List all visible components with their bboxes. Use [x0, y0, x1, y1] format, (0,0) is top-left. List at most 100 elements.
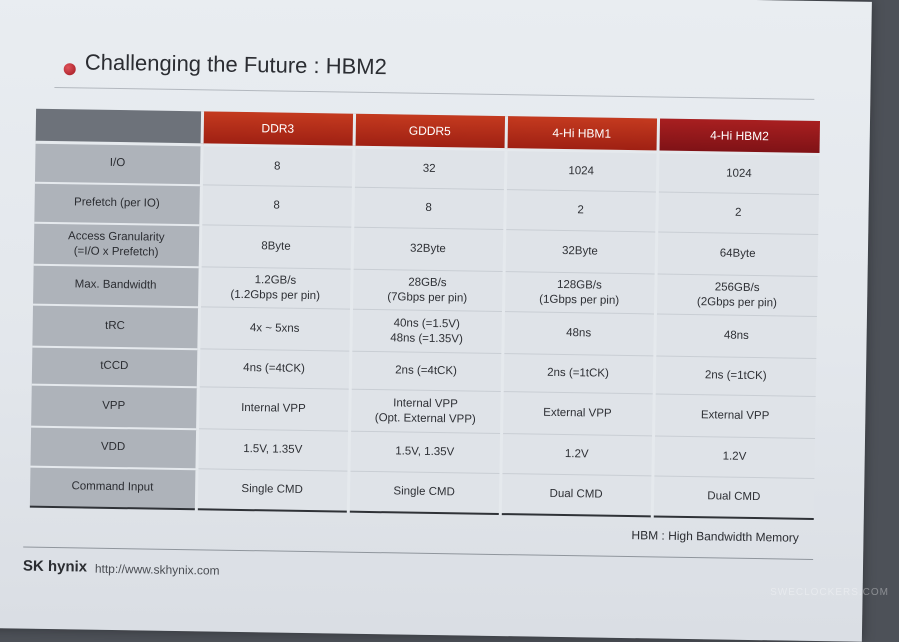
row-label-line: tCCD	[36, 358, 193, 375]
cell-line: External VPP	[659, 408, 812, 425]
cell-line: 2ns (=1tCK)	[507, 365, 648, 382]
row-label-line: VDD	[35, 439, 192, 456]
column-header: GDDR5	[354, 114, 507, 150]
row-label: Access Granularity(=I/O x Prefetch)	[34, 222, 201, 267]
table-cell: 8	[201, 145, 354, 187]
cell-line: 2ns (=4tCK)	[355, 363, 496, 380]
cell-line: 8	[207, 158, 348, 175]
watermark: SWECLOCKERS.COM	[770, 587, 889, 598]
table-cell: Dual CMD	[500, 474, 653, 516]
cell-line: 1.2V	[658, 449, 811, 466]
row-label: Max. Bandwidth	[33, 264, 200, 307]
row-label-line: Prefetch (per IO)	[39, 195, 196, 212]
cell-line: 4x ~ 5xns	[204, 320, 345, 337]
column-header: DDR3	[202, 111, 355, 147]
table-cell: External VPP	[501, 392, 654, 436]
table-cell: Internal VPP(Opt. External VPP)	[349, 389, 502, 433]
cell-line: 48ns	[508, 325, 649, 342]
title-bullet-icon	[64, 63, 76, 75]
slide-title: Challenging the Future : HBM2	[85, 49, 387, 80]
cell-line: 8	[358, 200, 499, 217]
table-cell: 48ns	[502, 312, 655, 356]
row-label: Prefetch (per IO)	[34, 182, 201, 225]
cell-line: 1.2V	[506, 446, 647, 463]
table-cell: 1024	[657, 152, 820, 195]
cell-line: Internal VPP	[203, 400, 344, 417]
table-cell: 32Byte	[504, 230, 657, 274]
table-cell: External VPP	[653, 394, 816, 439]
table-cell: 8Byte	[200, 225, 353, 269]
table-cell: 1.2V	[500, 434, 653, 476]
cell-line: 1.5V, 1.35V	[354, 444, 495, 461]
row-label: I/O	[35, 142, 202, 185]
row-label-line: Command Input	[34, 479, 191, 496]
table-cell: 64Byte	[656, 232, 819, 277]
row-label: tRC	[32, 304, 199, 349]
header-corner-cell	[36, 109, 203, 145]
cell-line: 1024	[511, 163, 652, 180]
cell-line: 32	[359, 160, 500, 177]
table-cell: 128GB/s(1Gbps per pin)	[503, 272, 656, 314]
cell-line: (7Gbps per pin)	[357, 289, 498, 306]
table-cell: 256GB/s(2Gbps per pin)	[655, 274, 818, 317]
footer-url: http://www.skhynix.com	[95, 562, 220, 578]
table-cell: Dual CMD	[652, 476, 815, 519]
row-label: tCCD	[32, 346, 199, 387]
table-cell: 32Byte	[352, 227, 505, 271]
table-cell: 48ns	[654, 314, 817, 359]
footer-divider	[23, 547, 813, 560]
cell-line: Dual CMD	[506, 486, 647, 503]
cell-line: (Opt. External VPP)	[355, 410, 496, 427]
table-cell: 4ns (=4tCK)	[198, 349, 351, 389]
cell-line: 64Byte	[661, 246, 814, 263]
cell-line: 4ns (=4tCK)	[203, 360, 344, 377]
table-cell: 8	[352, 187, 505, 229]
column-header: 4-Hi HBM2	[658, 118, 821, 154]
cell-line: 2ns (=1tCK)	[659, 368, 812, 385]
row-label-line: (=I/O x Prefetch)	[38, 243, 195, 260]
footnote: HBM : High Bandwidth Memory	[631, 528, 799, 545]
cell-line: 8Byte	[205, 238, 346, 255]
cell-line: (2Gbps per pin)	[661, 294, 814, 311]
row-label: VDD	[30, 426, 197, 469]
cell-line: 48ns (=1.35V)	[356, 330, 497, 347]
row-label-line: I/O	[39, 155, 196, 172]
table-cell: 2ns (=4tCK)	[350, 351, 503, 391]
table-cell: 2ns (=1tCK)	[654, 356, 817, 397]
row-label-line: tRC	[37, 318, 194, 335]
cell-line: (1.2Gbps per pin)	[205, 287, 346, 304]
cell-line: 48ns	[660, 328, 813, 345]
cell-line: 1024	[663, 165, 816, 182]
table-cell: 4x ~ 5xns	[198, 307, 351, 351]
cell-line: 2	[662, 205, 815, 222]
cell-line: 2	[510, 202, 651, 219]
slide-sheet: Challenging the Future : HBM2 DDR3 GDDR5…	[0, 0, 872, 642]
cell-line: Single CMD	[202, 481, 343, 498]
row-label-line: VPP	[35, 398, 192, 415]
table-cell: 2	[656, 192, 819, 235]
table-cell: 1.2GB/s(1.2Gbps per pin)	[199, 267, 352, 309]
table-cell: Internal VPP	[197, 387, 350, 431]
table-cell: 2ns (=1tCK)	[502, 354, 655, 394]
row-label: Command Input	[30, 466, 197, 509]
cell-line: Single CMD	[354, 484, 495, 501]
cell-line: 1.5V, 1.35V	[202, 441, 343, 458]
row-label-line: Max. Bandwidth	[37, 277, 194, 294]
title-divider	[54, 87, 814, 100]
table-cell: 1.5V, 1.35V	[348, 431, 501, 473]
row-label: VPP	[31, 384, 198, 429]
table-cell: 1024	[505, 150, 658, 192]
cell-line: (1Gbps per pin)	[509, 292, 650, 309]
table-cell: 1.5V, 1.35V	[196, 429, 349, 471]
table-cell: 40ns (=1.5V)48ns (=1.35V)	[350, 309, 503, 353]
table-cell: 32	[353, 147, 506, 189]
table-cell: 1.2V	[652, 436, 815, 479]
cell-line: External VPP	[507, 405, 648, 422]
table-cell: 28GB/s(7Gbps per pin)	[351, 269, 504, 311]
table-cell: Single CMD	[196, 469, 349, 511]
cell-line: 8	[206, 197, 347, 214]
cell-line: 32Byte	[357, 241, 498, 258]
table-cell: 8	[200, 185, 353, 227]
